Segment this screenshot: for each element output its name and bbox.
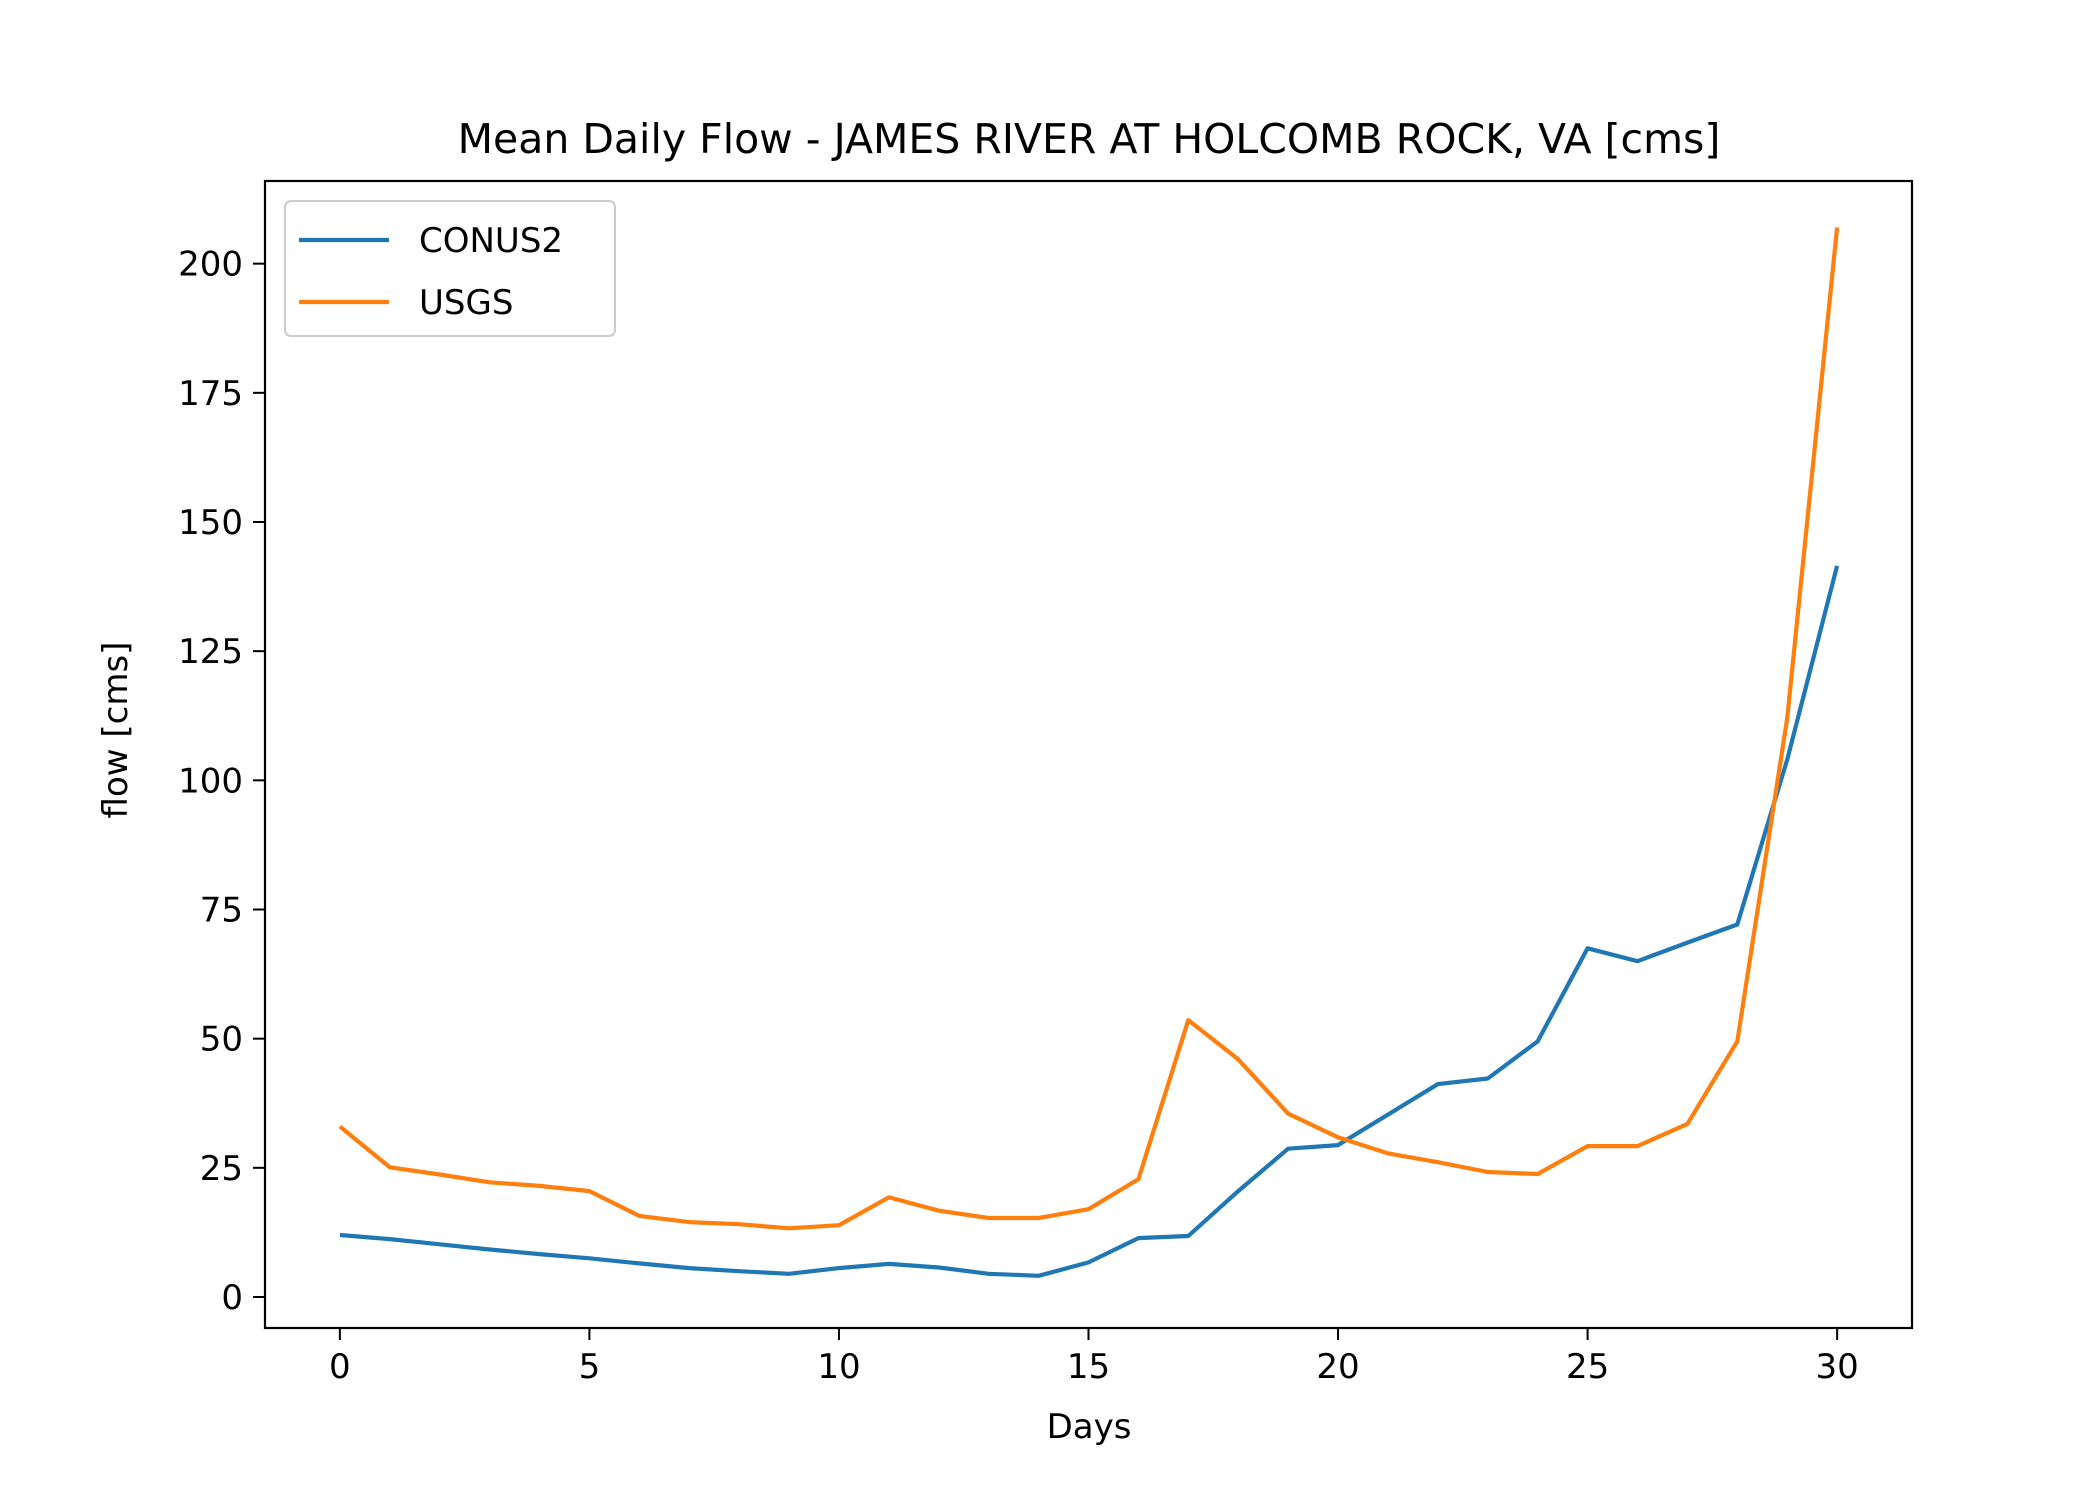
series-line-conus2	[339, 565, 1840, 1278]
x-axis-label: Days	[1047, 1407, 1132, 1447]
x-tick-label: 30	[1816, 1347, 1859, 1387]
x-tick-label: 5	[579, 1347, 601, 1387]
x-tick-label: 25	[1566, 1347, 1609, 1387]
y-axis: 0 25 50 75 100 125 150 175 200	[178, 245, 265, 1318]
x-tick-label: 15	[1067, 1347, 1110, 1387]
y-tick-label: 0	[221, 1278, 243, 1318]
y-tick-label: 100	[178, 761, 243, 801]
y-axis-label: flow [cms]	[96, 642, 136, 819]
x-tick-label: 20	[1316, 1347, 1359, 1387]
legend: CONUS2 USGS	[284, 200, 616, 337]
y-tick-label: 200	[178, 245, 243, 285]
chart-title: Mean Daily Flow - JAMES RIVER AT HOLCOMB…	[458, 115, 1721, 163]
y-tick-label: 150	[178, 503, 243, 543]
legend-label-usgs: USGS	[419, 283, 513, 323]
x-tick-label: 10	[817, 1347, 860, 1387]
legend-label-conus2: CONUS2	[419, 221, 563, 261]
x-axis: 0 5 10 15 20 25 30	[329, 1328, 1859, 1387]
y-tick-label: 75	[200, 891, 243, 931]
y-tick-label: 125	[178, 632, 243, 672]
y-tick-label: 25	[200, 1149, 243, 1189]
series-line-usgs	[338, 227, 1840, 1231]
y-tick-label: 175	[178, 374, 243, 414]
x-tick-label: 0	[329, 1347, 351, 1387]
y-tick-label: 50	[200, 1020, 243, 1060]
series-layer	[338, 227, 1840, 1278]
